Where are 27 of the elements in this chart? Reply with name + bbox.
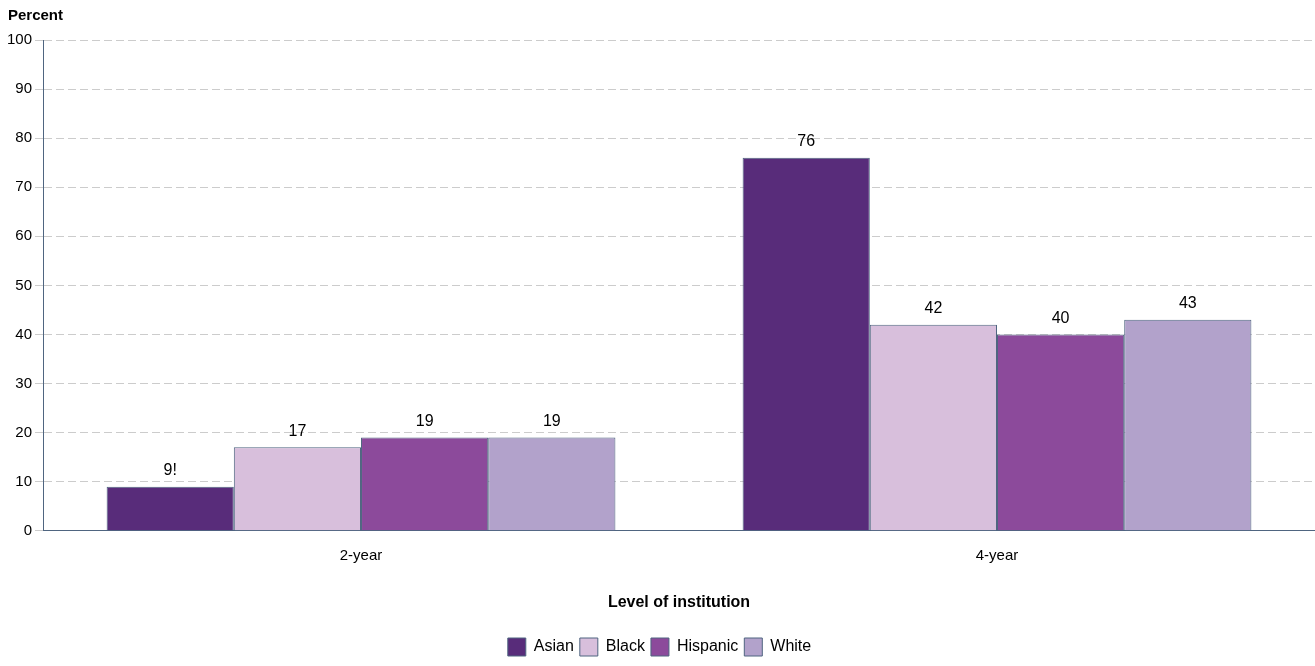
y-tick-label: 0 — [23, 520, 33, 538]
y-tick-label: 100 — [7, 30, 33, 48]
data-label: 42 — [924, 299, 943, 317]
y-tick-label: 20 — [15, 422, 33, 440]
y-tick-label: 40 — [15, 324, 33, 342]
data-label: 17 — [288, 421, 307, 439]
data-label: 43 — [1178, 294, 1197, 312]
data-label: 9! — [163, 461, 177, 479]
y-tick-label: 70 — [15, 177, 33, 195]
x-tick-label: 4-year — [975, 545, 1019, 563]
x-axis-title: Level of institution — [607, 592, 751, 610]
x-tick-label: 2-year — [339, 545, 383, 563]
y-tick-label: 90 — [15, 79, 33, 97]
data-label: 19 — [415, 411, 434, 429]
y-tick-label: 80 — [15, 128, 33, 146]
data-label: 76 — [797, 132, 816, 150]
data-label: 40 — [1051, 308, 1070, 326]
y-tick-label: 30 — [15, 373, 33, 391]
y-tick-label: 50 — [15, 275, 33, 293]
legend-label: Black — [605, 637, 646, 655]
legend-label: White — [770, 637, 812, 655]
data-label: 19 — [542, 411, 561, 429]
legend-label: Hispanic — [676, 637, 739, 655]
y-tick-label: 10 — [15, 471, 33, 489]
y-tick-label: 60 — [15, 226, 33, 244]
legend-label: Asian — [533, 637, 574, 655]
y-axis-title: Percent — [8, 5, 64, 23]
